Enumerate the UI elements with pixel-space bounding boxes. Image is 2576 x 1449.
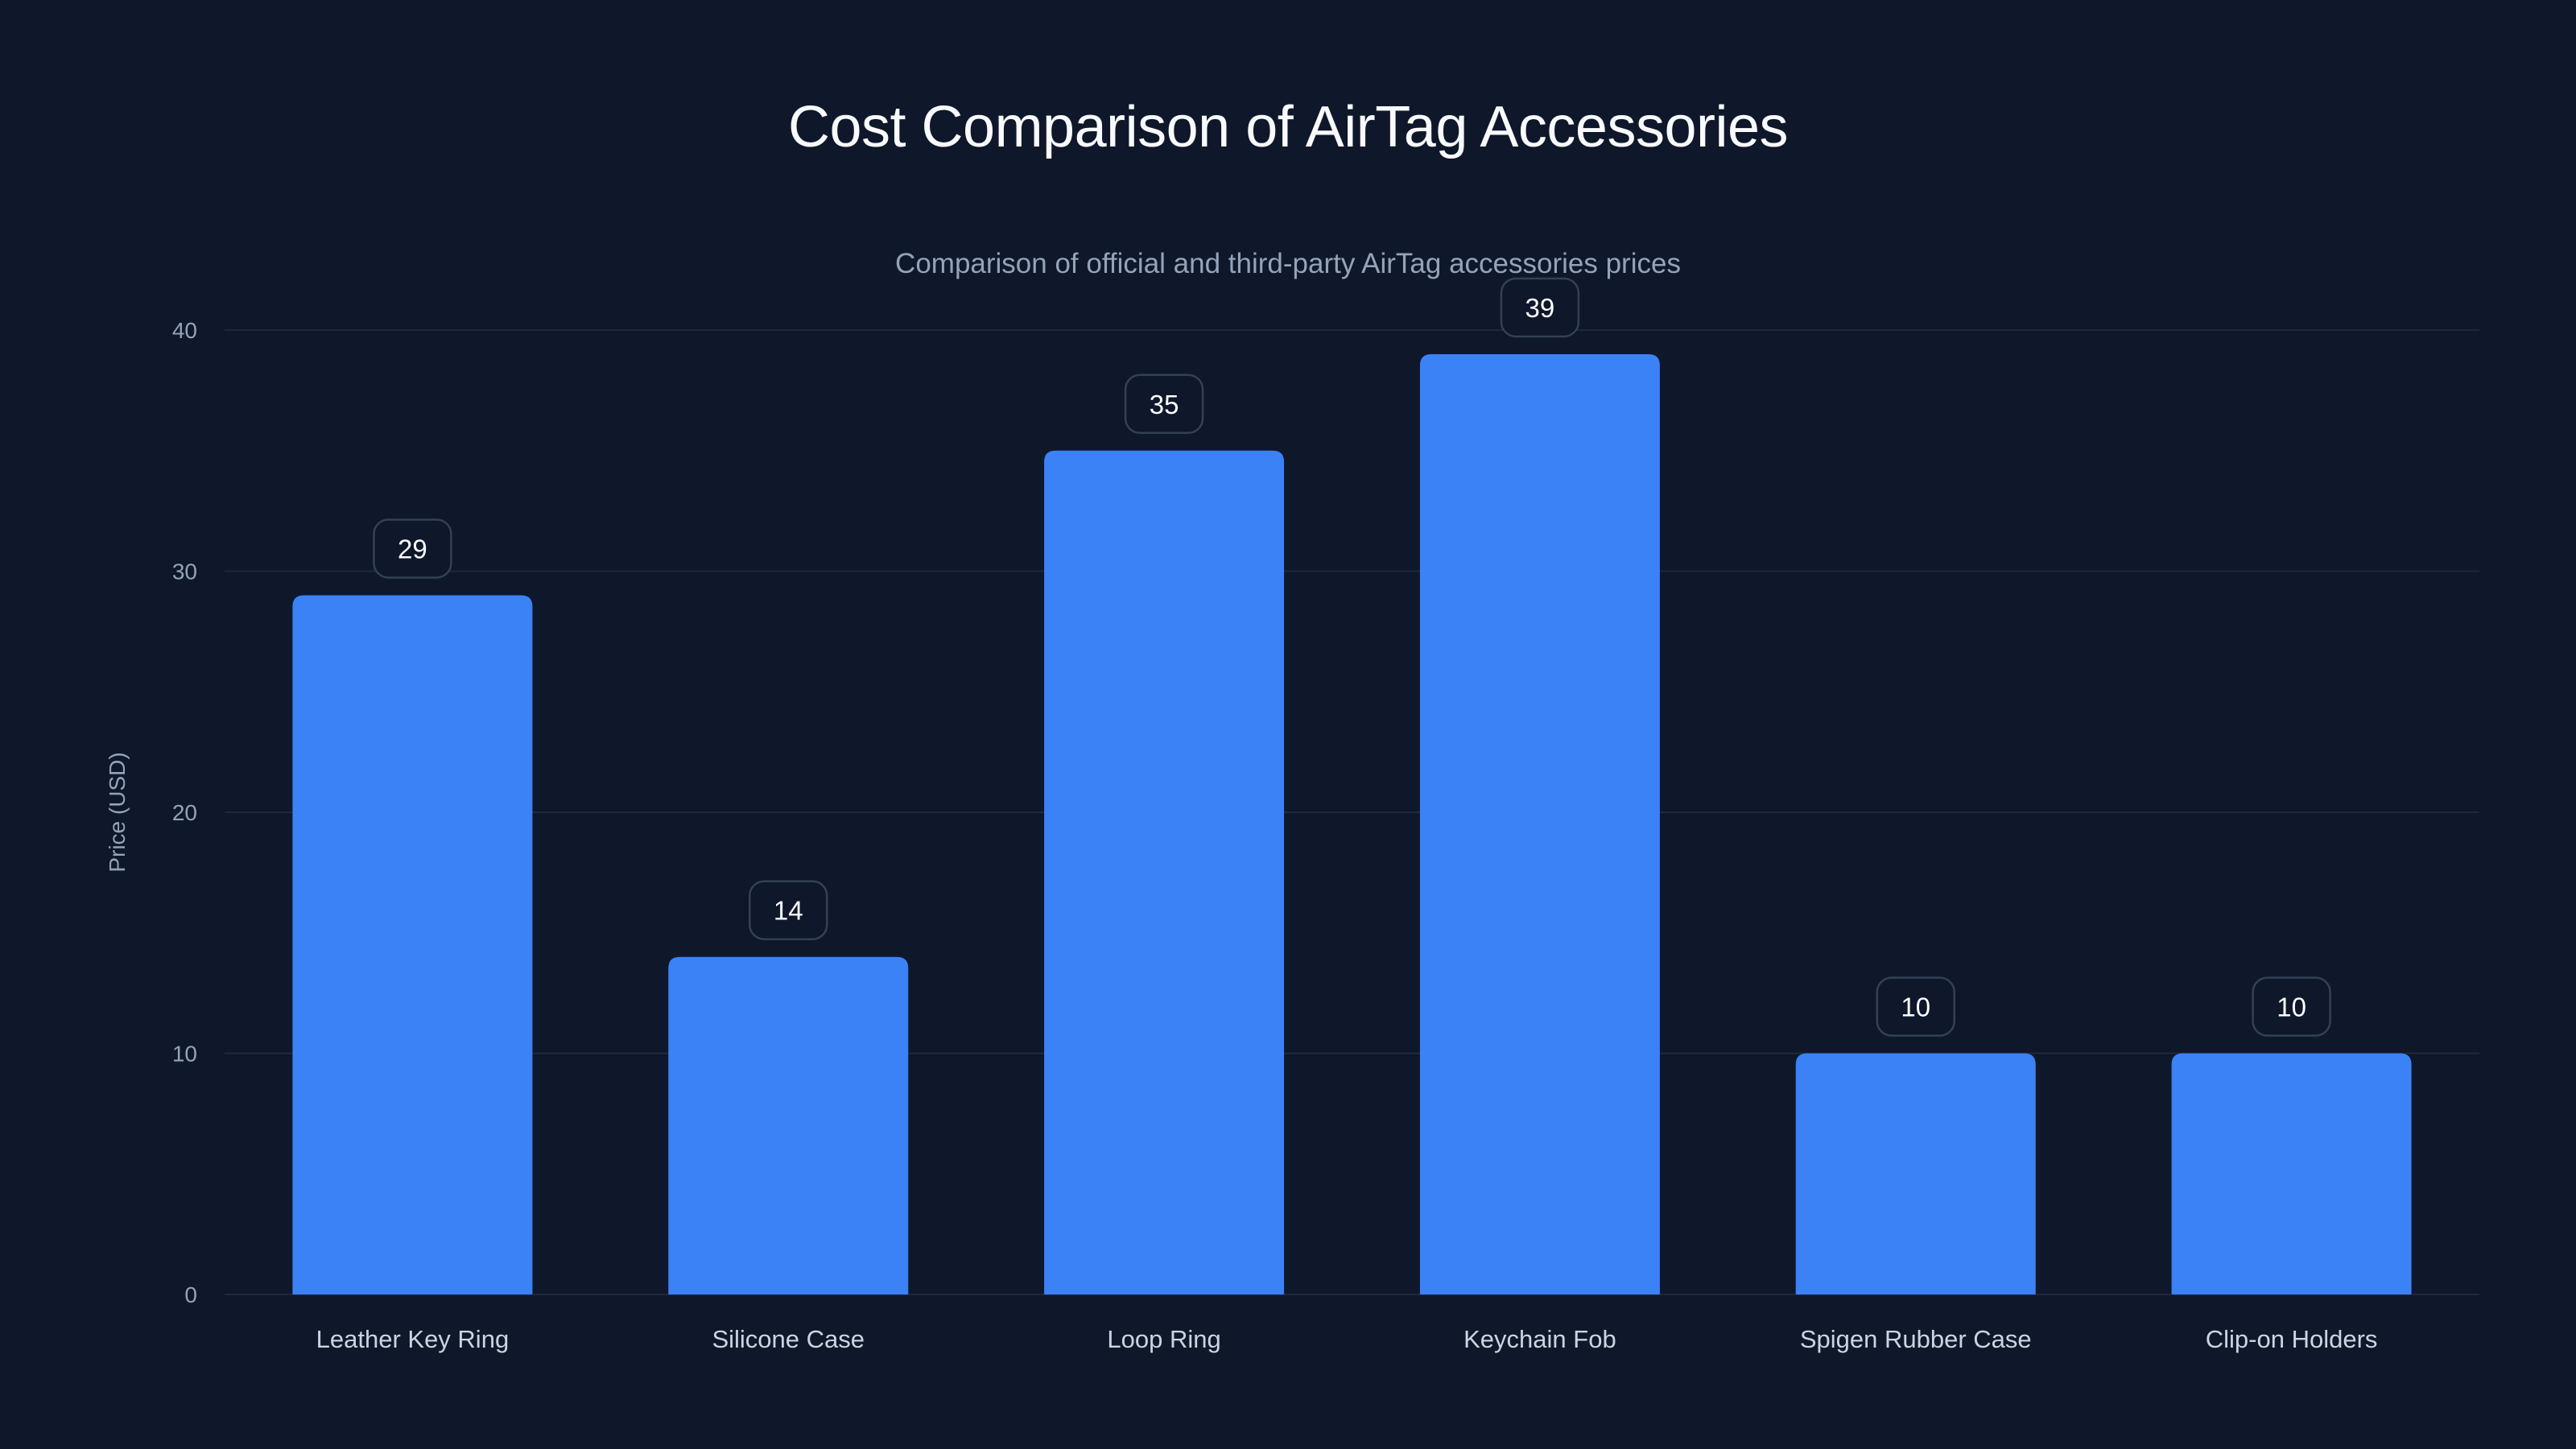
value-label-box xyxy=(373,518,452,579)
value-label-text: 29 xyxy=(398,534,427,564)
bar[interactable] xyxy=(668,956,909,1294)
x-tick-label: Clip-on Holders xyxy=(2206,1325,2378,1353)
bar[interactable] xyxy=(1044,450,1285,1294)
value-label-text: 10 xyxy=(2277,993,2306,1022)
x-tick-label: Keychain Fob xyxy=(1463,1325,1616,1353)
bars xyxy=(292,353,2412,1295)
bar[interactable] xyxy=(1419,353,1660,1295)
value-label-text: 35 xyxy=(1150,390,1179,419)
value-labels: 29 14 35 39 10 10 xyxy=(373,277,2331,1037)
value-label-box xyxy=(749,880,828,940)
x-tick-label: Spigen Rubber Case xyxy=(1800,1325,2032,1353)
value-label-box xyxy=(1500,277,1580,338)
value-label: 29 xyxy=(373,518,452,579)
chart-subtitle: Comparison of official and third-party A… xyxy=(895,248,1681,279)
value-label-box xyxy=(1876,976,1955,1037)
value-label: 10 xyxy=(1876,976,1955,1037)
y-tick-label: 0 xyxy=(184,1282,197,1307)
y-tick-label: 20 xyxy=(172,800,197,825)
y-axis-ticks: 0 10 20 30 40 xyxy=(172,318,197,1307)
y-tick-label: 10 xyxy=(172,1042,197,1067)
value-label-text: 10 xyxy=(1901,993,1930,1022)
chart-title: Cost Comparison of AirTag Accessories xyxy=(787,95,1789,159)
value-label-box xyxy=(1124,374,1204,434)
value-label-text: 14 xyxy=(774,896,803,926)
x-axis-labels: Leather Key Ring Silicone Case Loop Ring Ke… xyxy=(316,1325,2378,1353)
y-axis-title: Price (USD) xyxy=(105,752,130,872)
value-label: 14 xyxy=(749,880,828,940)
x-tick-label: Loop Ring xyxy=(1107,1325,1220,1353)
value-label-box xyxy=(2252,976,2331,1037)
gridlines xyxy=(225,329,2479,1295)
y-tick-label: 40 xyxy=(172,318,197,343)
bar[interactable] xyxy=(292,595,533,1294)
bar[interactable] xyxy=(2171,1053,2412,1295)
bar[interactable] xyxy=(1795,1053,2036,1295)
x-tick-label: Leather Key Ring xyxy=(316,1325,510,1353)
value-label-text: 39 xyxy=(1525,293,1555,323)
y-tick-label: 30 xyxy=(172,559,197,584)
value-label: 39 xyxy=(1500,277,1580,338)
x-tick-label: Silicone Case xyxy=(712,1325,865,1353)
value-label: 10 xyxy=(2252,976,2331,1037)
value-label: 35 xyxy=(1124,374,1204,434)
